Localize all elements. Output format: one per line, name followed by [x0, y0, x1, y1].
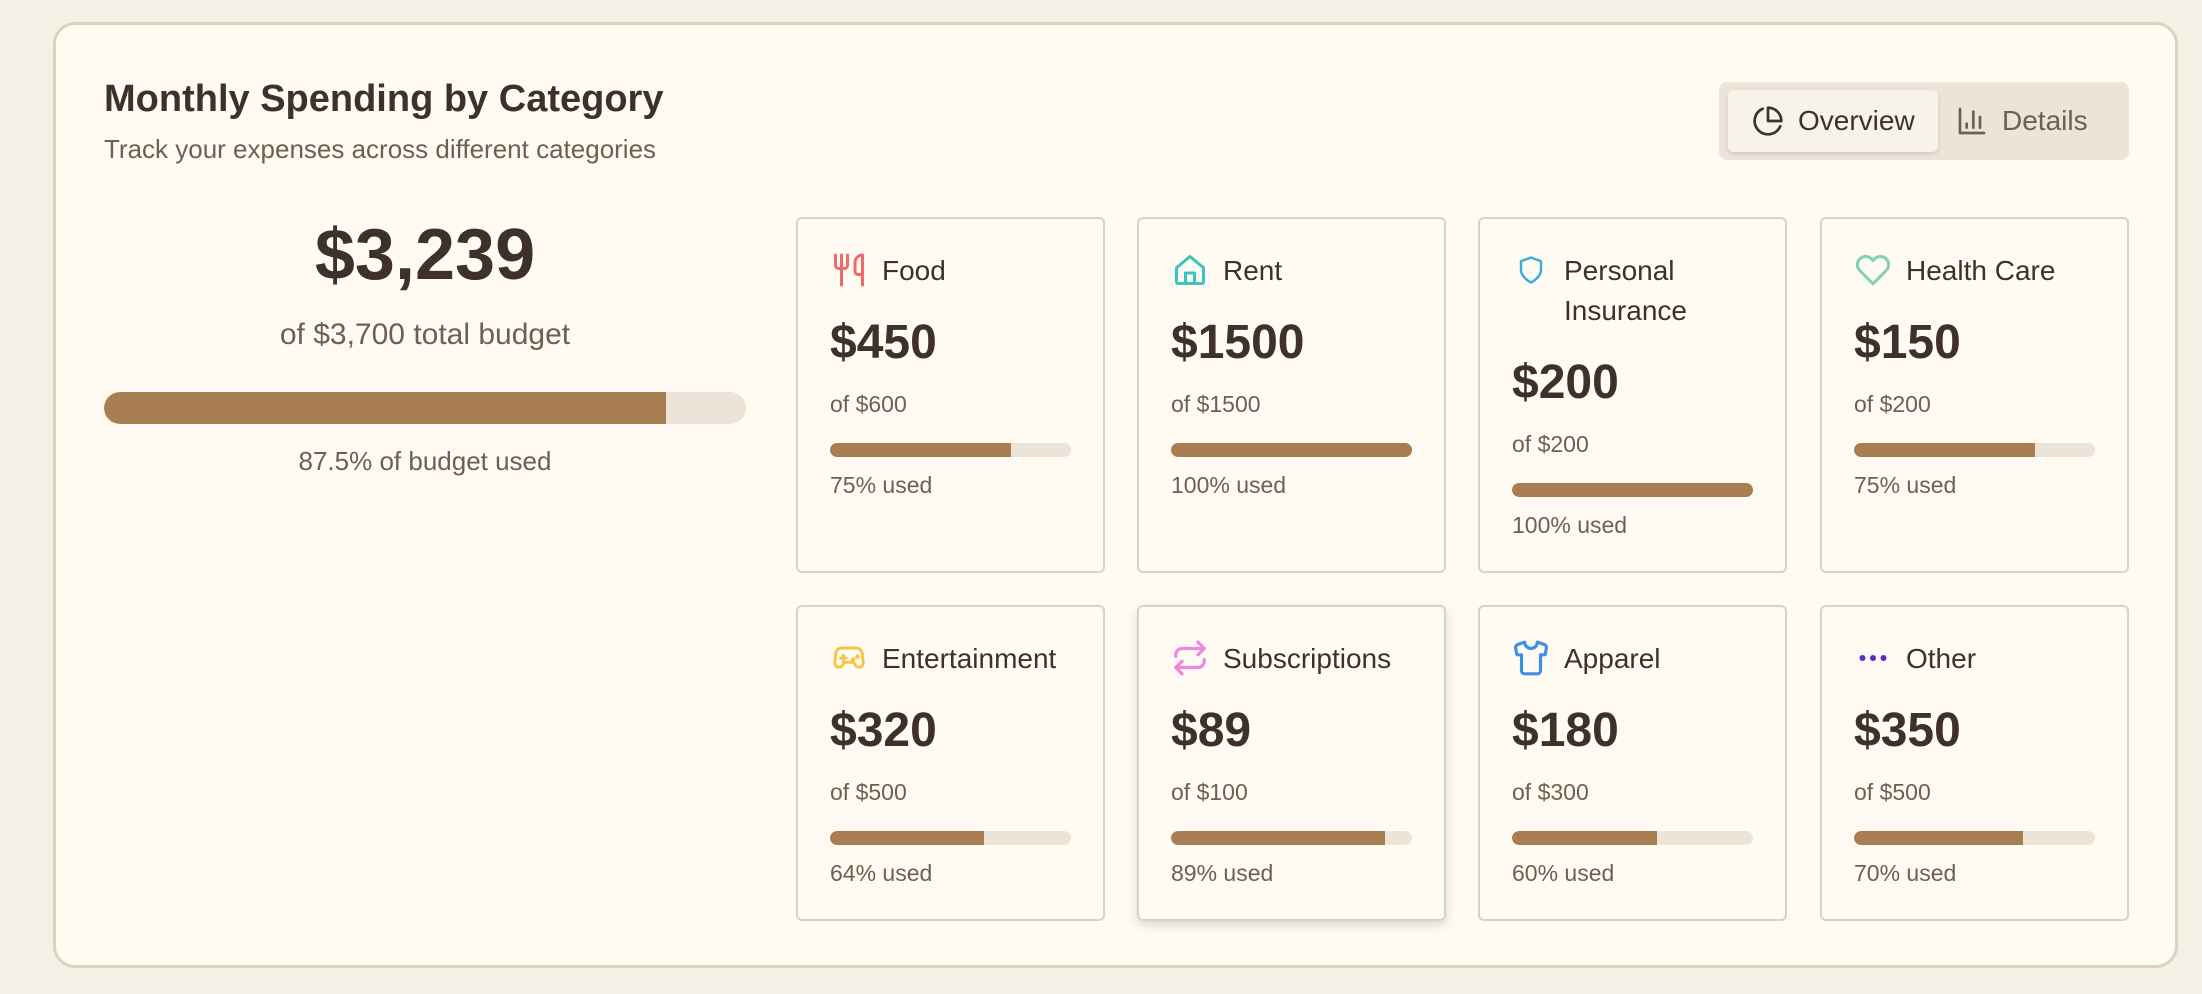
category-progress-fill — [1171, 831, 1386, 845]
category-name: Rent — [1223, 255, 1283, 286]
category-card-rent[interactable]: Rent $1500 of $1500 100% used — [1137, 217, 1446, 573]
category-card-subscriptions[interactable]: Subscriptions $89 of $100 89% used — [1137, 605, 1446, 921]
category-amount: $180 — [1512, 704, 1619, 757]
category-header: Rent — [1171, 251, 1433, 291]
category-percent-used: 89% used — [1171, 860, 1274, 886]
category-progress-fill — [1512, 831, 1657, 845]
category-progress-bar — [1854, 831, 2095, 845]
category-card-food[interactable]: Food $450 of $600 75% used — [796, 217, 1105, 573]
category-header: Health Care — [1854, 251, 2116, 291]
category-card-entertainment[interactable]: Entertainment $320 of $500 64% used — [796, 605, 1105, 921]
category-header: Personal Insurance — [1512, 251, 1774, 331]
category-progress-bar — [830, 831, 1071, 845]
category-header: Entertainment — [830, 639, 1092, 679]
category-budget: of $100 — [1171, 779, 1248, 805]
category-name: Apparel — [1564, 643, 1661, 674]
category-card-apparel[interactable]: Apparel $180 of $300 60% used — [1478, 605, 1787, 921]
gamepad-icon — [830, 639, 868, 677]
category-budget: of $500 — [1854, 779, 1931, 805]
category-progress-fill — [1854, 443, 2035, 457]
category-budget: of $600 — [830, 391, 907, 417]
category-header: Food — [830, 251, 1092, 291]
category-card-health-care[interactable]: Health Care $150 of $200 75% used — [1820, 217, 2129, 573]
bar-chart-icon — [1958, 107, 1986, 135]
category-progress-fill — [830, 443, 1011, 457]
category-amount: $320 — [830, 704, 937, 757]
page-title: Monthly Spending by Category — [104, 78, 664, 120]
overview-tab[interactable]: Overview — [1728, 90, 1938, 152]
category-card-personal-insurance[interactable]: Personal Insurance $200 of $200 100% use… — [1478, 217, 1787, 573]
category-name: Food — [882, 255, 946, 286]
category-progress-bar — [1171, 443, 1412, 457]
utensils-icon — [830, 251, 868, 289]
category-budget: of $1500 — [1171, 391, 1261, 417]
category-progress-bar — [1854, 443, 2095, 457]
category-progress-bar — [830, 443, 1071, 457]
heart-icon — [1854, 251, 1892, 289]
overview-tab-label: Overview — [1798, 105, 1915, 136]
category-percent-used: 70% used — [1854, 860, 1957, 886]
category-header: Subscriptions — [1171, 639, 1433, 679]
category-amount: $89 — [1171, 704, 1252, 757]
category-percent-used: 60% used — [1512, 860, 1615, 886]
category-name: Personal Insurance — [1564, 255, 1687, 326]
budget-percent-text: 87.5% of budget used — [298, 446, 552, 476]
category-header: Other — [1854, 639, 2116, 679]
budget-progress-bar — [104, 392, 746, 424]
details-tab-label: Details — [2002, 105, 2088, 136]
category-name: Subscriptions — [1223, 643, 1392, 674]
category-progress-fill — [1512, 483, 1753, 497]
category-header: Apparel — [1512, 639, 1774, 679]
category-name: Other — [1906, 643, 1977, 674]
total-spent: $3,239 — [314, 215, 536, 295]
total-budget-text: of $3,700 total budget — [279, 318, 571, 351]
category-progress-bar — [1512, 483, 1753, 497]
category-name: Health Care — [1906, 255, 2056, 286]
category-amount: $1500 — [1171, 316, 1305, 369]
details-tab[interactable]: Details — [1956, 90, 2126, 152]
category-percent-used: 75% used — [1854, 472, 1957, 498]
category-progress-bar — [1512, 831, 1753, 845]
repeat-icon — [1171, 639, 1209, 677]
category-budget: of $200 — [1854, 391, 1931, 417]
category-percent-used: 100% used — [1171, 472, 1287, 498]
category-progress-fill — [1171, 443, 1412, 457]
category-budget: of $200 — [1512, 431, 1589, 457]
page-subtitle: Track your expenses across different cat… — [104, 134, 657, 164]
category-amount: $200 — [1512, 356, 1619, 409]
category-card-other[interactable]: Other $350 of $500 70% used — [1820, 605, 2129, 921]
category-progress-fill — [1854, 831, 2023, 845]
category-amount: $450 — [830, 316, 937, 369]
category-progress-bar — [1171, 831, 1412, 845]
pie-chart-icon — [1753, 106, 1783, 136]
category-progress-fill — [830, 831, 985, 845]
view-toggle: Overview Details — [1719, 82, 2129, 160]
category-percent-used: 75% used — [830, 472, 933, 498]
category-name: Entertainment — [882, 643, 1057, 674]
category-amount: $350 — [1854, 704, 1961, 757]
shirt-icon — [1512, 639, 1550, 677]
shield-icon — [1512, 251, 1550, 289]
category-percent-used: 100% used — [1512, 512, 1628, 538]
more-dots-icon — [1854, 639, 1892, 677]
category-amount: $150 — [1854, 316, 1961, 369]
category-budget: of $500 — [830, 779, 907, 805]
category-percent-used: 64% used — [830, 860, 933, 886]
home-icon — [1171, 251, 1209, 289]
category-budget: of $300 — [1512, 779, 1589, 805]
budget-progress-fill — [104, 392, 666, 424]
